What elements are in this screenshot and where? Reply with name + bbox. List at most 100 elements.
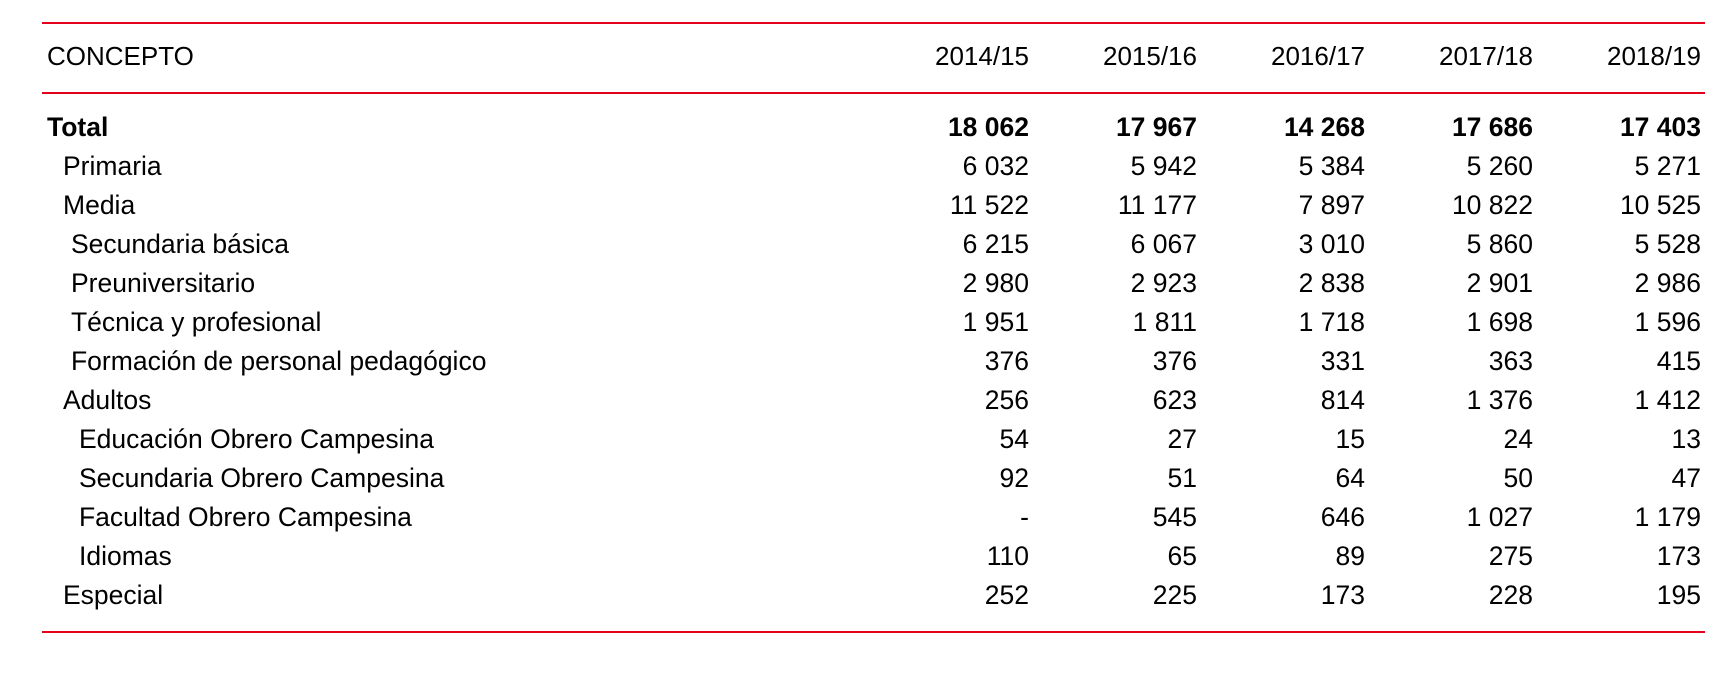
table-row: Facultad Obrero Campesina - 545 646 1 027 1 1… [45,498,1701,537]
row-label: Total [47,112,109,142]
table-header: CONCEPTO 2014/15 2015/16 2016/17 2017/18… [45,36,1701,76]
table-bottom-rule [42,631,1705,633]
cell-value: 54 [999,424,1029,454]
row-label: Facultad Obrero Campesina [79,502,412,532]
cell-value: 646 [1320,502,1365,532]
cell-value: 195 [1656,580,1701,610]
cell-value: 376 [1152,346,1197,376]
cell-value: 1 412 [1634,385,1701,415]
data-table: Total 18 062 17 967 14 268 17 686 17 403 Prima… [45,108,1701,615]
header-row: CONCEPTO 2014/15 2015/16 2016/17 2017/18… [45,36,1701,76]
cell-value: 10 822 [1451,190,1533,220]
cell-value: 14 268 [1283,112,1365,142]
cell-value: 814 [1320,385,1365,415]
cell-value: 47 [1671,463,1701,493]
cell-value: 89 [1335,541,1365,571]
column-header-2014-15: 2014/15 [935,40,1029,71]
table-rows: Total 18 062 17 967 14 268 17 686 17 403 Prima… [45,108,1701,615]
row-label: Especial [63,580,164,610]
cell-value: 415 [1656,346,1701,376]
table-row: Idiomas 110 65 89 275 173 [45,537,1701,576]
cell-value: 228 [1488,580,1533,610]
cell-value: 11 522 [949,190,1029,220]
table-row: Adultos 256 623 814 1 376 1 412 [45,381,1701,420]
column-header-2015-16: 2015/16 [1103,40,1197,71]
cell-value: 6 215 [962,229,1029,259]
table-row: Formación de personal pedagógico 376 376 33… [45,342,1701,381]
cell-value: 363 [1488,346,1533,376]
cell-value: 173 [1656,541,1701,571]
table-body: Total 18 062 17 967 14 268 17 686 17 403 Prima… [45,108,1701,615]
cell-value: 545 [1152,502,1197,532]
cell-value: 376 [984,346,1029,376]
row-label: Educación Obrero Campesina [79,424,434,454]
header-table: CONCEPTO 2014/15 2015/16 2016/17 2017/18… [45,36,1701,76]
cell-value: 275 [1488,541,1533,571]
cell-value: 1 951 [962,307,1029,337]
cell-value: 1 811 [1132,307,1197,337]
table-row: Educación Obrero Campesina 54 27 15 24 13 [45,420,1701,459]
cell-value: 225 [1152,580,1197,610]
table-row: Total 18 062 17 967 14 268 17 686 17 403 [45,108,1701,147]
row-label: Adultos [63,385,152,415]
cell-value: 27 [1167,424,1197,454]
cell-value: 17 686 [1451,112,1533,142]
row-label: Secundaria Obrero Campesina [79,463,445,493]
cell-value: 13 [1671,424,1701,454]
column-header-concepto: CONCEPTO [47,40,194,71]
cell-value: 17 967 [1115,112,1197,142]
row-label: Formación de personal pedagógico [71,346,487,376]
row-label: Técnica y profesional [71,307,322,337]
table-row: Especial 252 225 173 228 195 [45,576,1701,615]
cell-value: 2 986 [1634,268,1701,298]
row-label: Secundaria básica [71,229,290,259]
cell-value: 2 838 [1298,268,1365,298]
cell-value: 2 901 [1466,268,1533,298]
cell-value: 15 [1335,424,1365,454]
cell-value: 1 698 [1466,307,1533,337]
cell-value: 1 179 [1634,502,1701,532]
cell-value: 110 [986,541,1029,571]
cell-value: 24 [1503,424,1533,454]
row-label: Idiomas [79,541,172,571]
table-row: Preuniversitario 2 980 2 923 2 838 2 901 2 98… [45,264,1701,303]
cell-value: 173 [1320,580,1365,610]
cell-value: 18 062 [947,112,1029,142]
cell-value: 10 525 [1619,190,1701,220]
row-label: Primaria [63,151,162,181]
table-row: Media 11 522 11 177 7 897 10 822 10 525 [45,186,1701,225]
column-header-2017-18: 2017/18 [1439,40,1533,71]
cell-value: 1 718 [1298,307,1365,337]
table-row: Secundaria Obrero Campesina 92 51 64 50 47 [45,459,1701,498]
row-label: Preuniversitario [71,268,256,298]
cell-value: 92 [999,463,1029,493]
cell-value: 1 027 [1466,502,1533,532]
table-top-rule [42,22,1705,24]
table-row: Técnica y profesional 1 951 1 811 1 718 1 69… [45,303,1701,342]
cell-value: 65 [1167,541,1197,571]
cell-value: 623 [1152,385,1197,415]
cell-value: 5 528 [1634,229,1701,259]
cell-value: - [1020,502,1029,532]
cell-value: 1 376 [1466,385,1533,415]
cell-value: 5 942 [1130,151,1197,181]
cell-value: 64 [1335,463,1365,493]
cell-value: 2 923 [1130,268,1197,298]
cell-value: 3 010 [1298,229,1365,259]
table-row: Secundaria básica 6 215 6 067 3 010 5 860 5 5… [45,225,1701,264]
cell-value: 5 260 [1466,151,1533,181]
cell-value: 6 067 [1130,229,1197,259]
cell-value: 5 271 [1634,151,1701,181]
cell-value: 252 [984,580,1029,610]
cell-value: 50 [1503,463,1533,493]
cell-value: 17 403 [1619,112,1701,142]
cell-value: 1 596 [1634,307,1701,337]
cell-value: 11 177 [1117,190,1197,220]
cell-value: 256 [984,385,1029,415]
column-header-2016-17: 2016/17 [1271,40,1365,71]
cell-value: 7 897 [1298,190,1365,220]
table-header-rule [42,92,1705,94]
cell-value: 2 980 [962,268,1029,298]
cell-value: 6 032 [962,151,1029,181]
cell-value: 331 [1320,346,1365,376]
